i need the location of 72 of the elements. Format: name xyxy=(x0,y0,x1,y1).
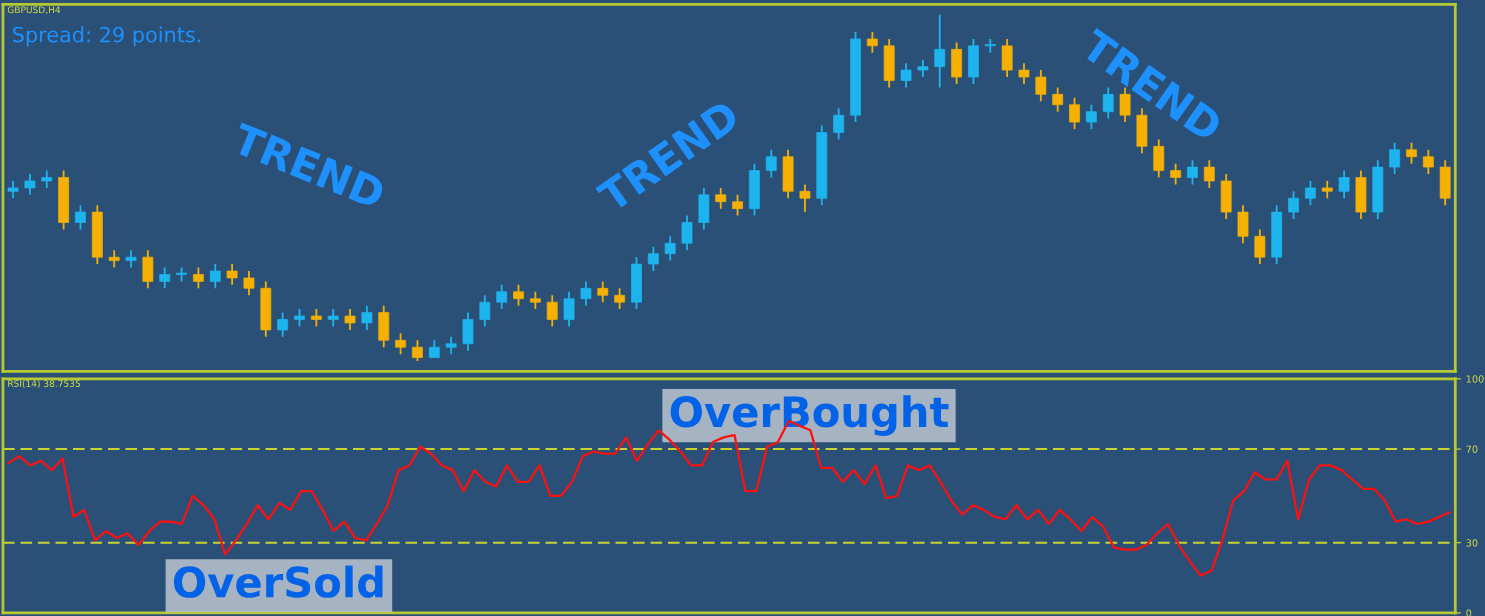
candlestick xyxy=(1439,159,1451,207)
candlestick xyxy=(866,31,878,54)
candlestick xyxy=(142,249,154,290)
candlestick xyxy=(479,294,491,328)
candlestick xyxy=(563,290,575,328)
candlestick xyxy=(529,290,541,311)
candlestick xyxy=(1018,62,1030,85)
chart-title: GBPUSD,H4 xyxy=(7,6,61,15)
candlestick xyxy=(462,311,474,352)
candlestick xyxy=(1305,180,1316,207)
candlestick xyxy=(782,148,794,200)
candlestick xyxy=(1187,159,1198,186)
candlestick xyxy=(243,270,255,297)
candlestick xyxy=(24,173,36,196)
y-tick-label: 30 xyxy=(1466,539,1478,547)
candlestick xyxy=(344,308,356,331)
candlestick xyxy=(900,62,912,89)
candlestick xyxy=(1406,141,1417,165)
annotation: Spread: 29 points. xyxy=(13,26,201,47)
candlestick xyxy=(1203,159,1215,189)
candlestick xyxy=(1321,180,1333,200)
candlestick xyxy=(1220,173,1232,220)
candlestick xyxy=(1288,190,1299,220)
y-tick-label: 0 xyxy=(1466,609,1472,616)
y-tick-label: 100 xyxy=(1466,375,1484,383)
candlestick xyxy=(917,58,929,78)
candlestick xyxy=(984,38,996,54)
candlestick xyxy=(647,245,659,272)
candlestick xyxy=(631,256,642,311)
candlestick xyxy=(968,38,979,85)
candlestick xyxy=(496,283,508,311)
candlestick xyxy=(1355,169,1367,220)
candlestick xyxy=(1372,159,1384,220)
annotation: OverBought xyxy=(670,395,949,436)
annotation: OverSold xyxy=(173,565,383,598)
candlestick xyxy=(1085,103,1097,130)
candlestick xyxy=(1237,204,1249,245)
candlestick xyxy=(395,332,406,356)
candlestick xyxy=(327,308,339,328)
candlestick xyxy=(816,124,828,207)
candlestick xyxy=(1422,148,1434,175)
candlestick xyxy=(361,304,373,331)
candlestick xyxy=(664,235,676,262)
candlestick xyxy=(7,180,19,200)
candlestick xyxy=(125,249,137,269)
candlestick xyxy=(41,169,53,189)
candlestick xyxy=(1254,228,1266,265)
candlestick xyxy=(260,280,272,338)
chart-title: RSI(14) 38.7535 xyxy=(8,380,80,389)
candlestick xyxy=(951,41,962,85)
candlestick xyxy=(580,280,592,307)
candlestick xyxy=(310,308,322,328)
candlestick xyxy=(513,283,524,307)
candlestick xyxy=(209,263,221,290)
candlestick xyxy=(799,183,811,214)
candlestick xyxy=(681,214,693,252)
candlestick xyxy=(412,339,423,362)
candlestick xyxy=(1069,96,1080,130)
candlestick xyxy=(445,335,457,356)
candlestick xyxy=(1119,86,1131,123)
candlestick xyxy=(850,31,861,123)
candlestick xyxy=(883,38,895,89)
candlestick xyxy=(108,249,120,269)
candlestick xyxy=(1338,169,1350,200)
candlestick xyxy=(277,311,289,338)
candlestick xyxy=(193,266,204,290)
candlestick xyxy=(1001,38,1013,78)
y-tick-label: 70 xyxy=(1466,445,1478,453)
candlestick xyxy=(226,263,238,286)
candlestick xyxy=(75,204,86,231)
candlestick xyxy=(749,162,760,217)
candlestick xyxy=(1035,69,1047,103)
